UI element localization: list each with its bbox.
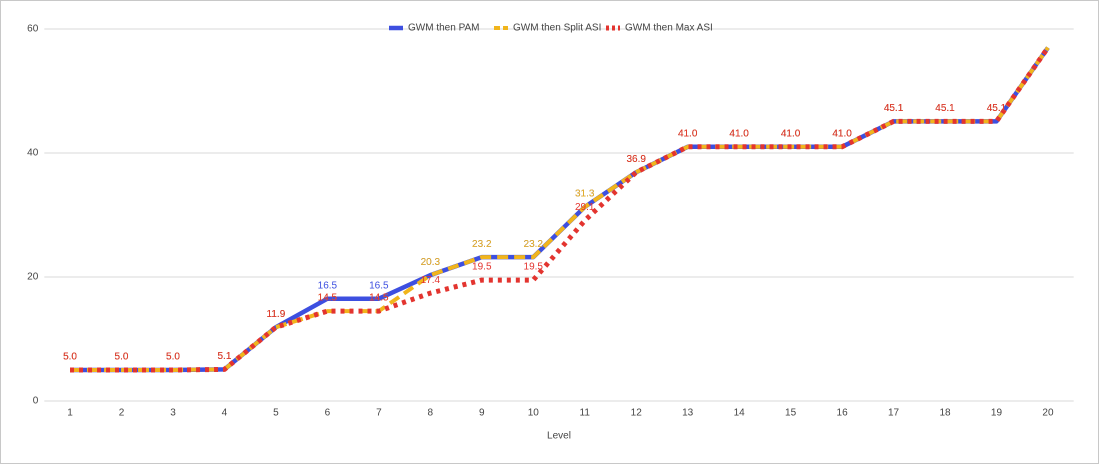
data-label: 14.5	[318, 293, 338, 304]
data-label: 45.1	[884, 103, 904, 114]
x-tick-label: 3	[170, 408, 176, 419]
x-tick-label: 1	[67, 408, 73, 419]
data-label: 5.0	[166, 352, 180, 363]
data-label: 45.1	[935, 103, 955, 114]
data-label: 41.0	[832, 128, 852, 139]
data-label: 41.0	[729, 128, 749, 139]
data-label: 41.0	[678, 128, 698, 139]
data-label: 41.0	[678, 128, 698, 139]
data-label: 19.5	[472, 262, 492, 273]
x-tick-label: 11	[580, 408, 591, 419]
data-label: 16.5	[318, 280, 338, 291]
series-line	[70, 46, 1051, 373]
data-label: 23.2	[524, 239, 544, 250]
data-label: 41.0	[729, 128, 749, 139]
data-label: 45.1	[884, 103, 904, 114]
x-tick-label: 10	[528, 408, 540, 419]
x-tick-label: 8	[428, 408, 434, 419]
y-tick-label: 0	[33, 396, 39, 407]
data-label: 36.9	[626, 154, 646, 165]
x-tick-label: 14	[734, 408, 746, 419]
x-tick-label: 19	[991, 408, 1003, 419]
x-tick-label: 18	[939, 408, 951, 419]
data-label: 14.5	[369, 293, 389, 304]
data-label: 23.2	[472, 239, 492, 250]
data-label: 20.3	[421, 257, 441, 268]
data-label: 5.0	[166, 352, 180, 363]
data-label: 11.9	[267, 309, 286, 320]
data-label: 45.1	[987, 103, 1007, 114]
data-label: 17.4	[421, 275, 441, 286]
data-label: 45.1	[987, 103, 1007, 114]
data-label: 45.1	[935, 103, 955, 114]
x-axis-title: Level	[547, 431, 571, 442]
data-label: 14.5	[318, 293, 338, 304]
x-tick-label: 5	[273, 408, 279, 419]
data-label: 5.0	[115, 352, 129, 363]
data-label: 41.0	[781, 128, 801, 139]
data-label: 5.0	[63, 352, 77, 363]
x-tick-label: 13	[682, 408, 694, 419]
x-tick-label: 17	[888, 408, 900, 419]
legend-label: GWM then Split ASI	[513, 23, 601, 34]
x-tick-label: 12	[631, 408, 643, 419]
data-label: 5.1	[217, 351, 231, 362]
x-tick-label: 20	[1042, 408, 1054, 419]
legend-label: GWM then Max ASI	[625, 23, 713, 34]
data-label: 11.9	[267, 309, 286, 320]
data-label: 41.0	[729, 128, 749, 139]
data-label: 23.2	[524, 239, 544, 250]
x-tick-label: 16	[837, 408, 849, 419]
data-label: 41.0	[832, 128, 852, 139]
data-label: 5.0	[63, 352, 77, 363]
data-label: 31.3	[575, 189, 595, 200]
data-label: 45.1	[935, 103, 955, 114]
data-label: 45.1	[987, 103, 1007, 114]
data-label: 41.0	[678, 128, 698, 139]
x-tick-label: 4	[222, 408, 228, 419]
data-label: 36.9	[626, 154, 646, 165]
x-tick-label: 6	[325, 408, 331, 419]
legend-label: GWM then PAM	[408, 23, 480, 34]
data-label: 31.3	[575, 189, 595, 200]
y-tick-label: 40	[27, 148, 39, 159]
data-label: 5.1	[217, 351, 231, 362]
data-label: 23.2	[472, 239, 492, 250]
data-label: 5.0	[115, 352, 129, 363]
x-tick-label: 9	[479, 408, 485, 419]
data-label: 36.9	[626, 154, 646, 165]
data-label: 5.0	[166, 352, 180, 363]
data-label: 29.1	[575, 202, 595, 213]
x-tick-label: 7	[376, 408, 382, 419]
data-label: 5.1	[217, 351, 231, 362]
data-label: 19.5	[524, 262, 544, 273]
data-label: 41.0	[832, 128, 852, 139]
x-tick-label: 2	[119, 408, 125, 419]
data-label: 14.5	[369, 293, 389, 304]
data-label: 16.5	[369, 280, 389, 291]
data-label: 41.0	[781, 128, 801, 139]
data-label: 20.3	[421, 257, 441, 268]
data-label: 45.1	[884, 103, 904, 114]
data-label: 5.0	[115, 352, 129, 363]
data-label: 41.0	[781, 128, 801, 139]
data-label: 11.9	[267, 309, 286, 320]
x-tick-label: 15	[785, 408, 797, 419]
data-label: 5.0	[63, 352, 77, 363]
y-tick-label: 20	[27, 272, 39, 283]
y-tick-label: 60	[27, 24, 39, 35]
